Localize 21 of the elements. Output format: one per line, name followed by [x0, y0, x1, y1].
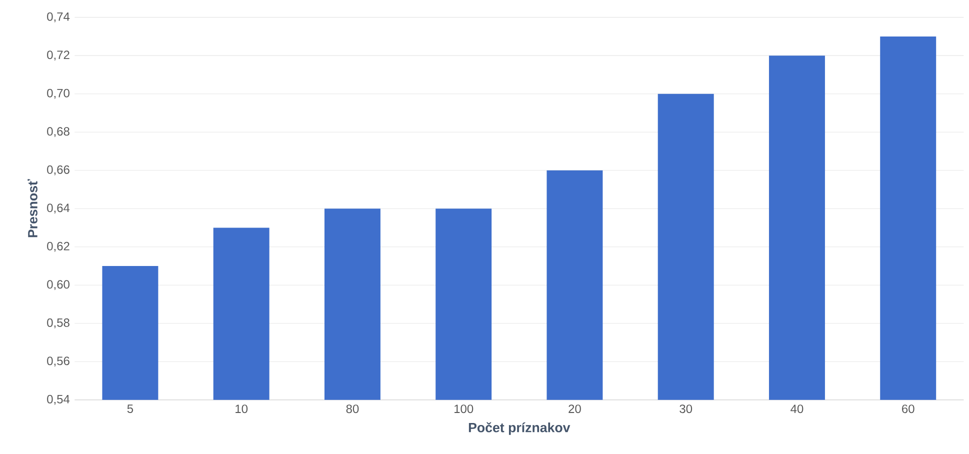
y-tick-label: 0,68 [47, 127, 70, 138]
y-tick-label: 0,70 [47, 88, 70, 99]
x-tick-label: 100 [454, 404, 474, 414]
y-tick-label: 0,58 [47, 318, 70, 328]
x-tick-label: 30 [680, 404, 692, 414]
x-tick-label: 40 [790, 404, 804, 414]
y-tick-label: 0,54 [47, 394, 70, 405]
y-tick-label: 0,66 [47, 165, 70, 176]
x-axis-title: Počet príznakov [468, 422, 570, 436]
y-tick-label: 0,56 [47, 356, 70, 367]
y-tick-label: 0,60 [47, 280, 70, 290]
x-tick-label: 5 [127, 404, 134, 414]
y-tick-label: 0,72 [47, 50, 70, 61]
x-tick-label: 80 [346, 404, 359, 414]
x-tick-label: 10 [236, 404, 248, 414]
y-tick-label: 0,62 [47, 242, 70, 252]
y-axis-title: Presnosť [28, 179, 38, 238]
x-tick-label: 20 [568, 404, 581, 414]
y-tick-label: 0,64 [47, 204, 70, 214]
x-tick-label: 60 [902, 404, 914, 414]
y-tick-label: 0,74 [47, 12, 70, 22]
